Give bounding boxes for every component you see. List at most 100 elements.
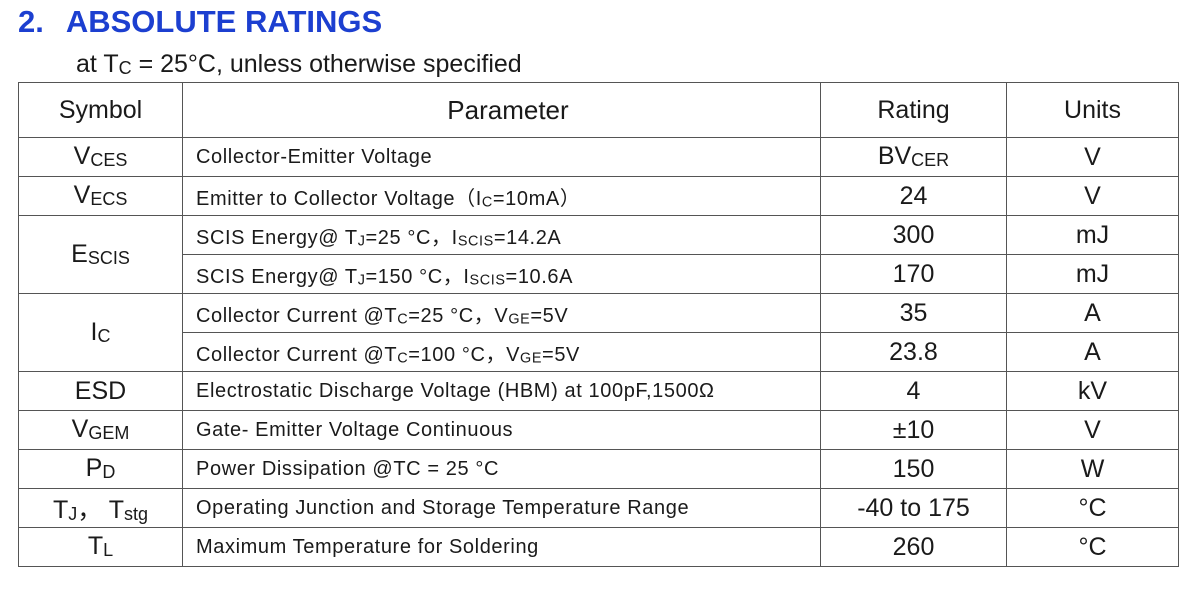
rating-cell: 150 (820, 449, 1007, 489)
text: E (71, 239, 88, 268)
rating-cell: 300 (820, 215, 1007, 255)
subscript: C (397, 311, 409, 328)
text: =10.6A (505, 265, 574, 288)
text: Collector-Emitter Voltage (196, 145, 433, 168)
text: 260 (892, 532, 935, 561)
title-text: ABSOLUTE RATINGS (65, 4, 383, 39)
subscript: GE (508, 311, 531, 328)
subscript: J (68, 504, 78, 525)
table-row: VCES Collector-Emitter Voltage BVCER V (18, 137, 1179, 177)
text: 150 (892, 454, 935, 483)
text: V (73, 181, 91, 210)
subscript: L (103, 540, 114, 561)
column-header: Symbol (18, 82, 183, 138)
parameter-cell: Collector Current @TC=100 °C，VGE=5V (182, 332, 821, 372)
table-row: VGEM Gate- Emitter Voltage Continuous ±10 V (18, 410, 1179, 450)
parameter-cell: SCIS Energy@ TJ=150 °C，ISCIS=10.6A (182, 254, 821, 294)
subscript: SCIS (457, 233, 494, 250)
subscript: C (97, 326, 111, 347)
subscript: GE (520, 350, 543, 367)
table-row: ESD Electrostatic Discharge Voltage (HBM)… (18, 371, 1179, 411)
subtitle: at TC = 25°C, unless otherwise specified (76, 50, 522, 79)
section-title: 2. ABSOLUTE RATINGS (18, 4, 382, 40)
subscript: C (397, 350, 409, 367)
text: =14.2A (493, 226, 562, 249)
text: =5V (542, 343, 580, 366)
ratings-table: Symbol Parameter Rating Units VCES Collector… (18, 82, 1179, 567)
rating-cell: 170 (820, 254, 1007, 294)
rating-cell: 24 (820, 176, 1007, 216)
units-cell: V (1006, 137, 1179, 177)
units-cell: V (1006, 410, 1179, 450)
rating-cell: -40 to 175 (820, 488, 1007, 528)
parameter-cell: Collector Current @TC=25 °C，VGE=5V (182, 293, 821, 333)
symbol-cell: TL (18, 527, 183, 567)
text: Collector Current @T (196, 304, 398, 327)
text: V (71, 415, 89, 444)
text: BV (877, 142, 912, 171)
symbol-cell: PD (18, 449, 183, 489)
section-number: 2. (18, 4, 44, 39)
column-header: Units (1006, 82, 1179, 138)
subscript: C (481, 194, 493, 211)
subscript: SCIS (469, 272, 506, 289)
rating-cell: 23.8 (820, 332, 1007, 372)
text: 35 (899, 298, 928, 327)
subscript: J (357, 233, 366, 250)
symbol-cell: TJ， Tstg (18, 488, 183, 528)
text: ±10 (892, 415, 935, 444)
parameter-cell: Power Dissipation @TC = 25 °C (182, 449, 821, 489)
text: =150 °C，I (365, 265, 470, 288)
units-cell: kV (1006, 371, 1179, 411)
table-row: IC Collector Current @TC=25 °C，VGE=5V 35 A (18, 293, 1179, 372)
text: 300 (892, 220, 935, 249)
subscript: SCIS (87, 248, 130, 269)
symbol-cell: ESCIS (18, 215, 183, 294)
subscript: stg (124, 504, 149, 525)
table-row: Collector Current @TC=100 °C，VGE=5V 23.8 A (19, 332, 1179, 372)
symbol-cell: VCES (18, 137, 183, 177)
table-body: VCES Collector-Emitter Voltage BVCER V VECS E… (18, 137, 1179, 567)
text: =25 °C，I (365, 226, 458, 249)
text: = 25°C, unless otherwise specified (131, 50, 522, 78)
symbol-cell: VGEM (18, 410, 183, 450)
rating-cell: 35 (820, 293, 1007, 333)
units-cell: A (1006, 293, 1179, 333)
text: =10mA） (492, 187, 581, 210)
parameter-cell: Electrostatic Discharge Voltage (HBM) at… (182, 371, 821, 411)
table-row: PD Power Dissipation @TC = 25 °C 150 W (18, 449, 1179, 489)
parameter-cell: SCIS Energy@ TJ=25 °C，ISCIS=14.2A (182, 215, 821, 255)
text: 4 (906, 376, 921, 405)
text: at T (76, 50, 119, 78)
text: ， T (77, 496, 125, 524)
text: =25 °C，V (408, 304, 509, 327)
units-cell: A (1006, 332, 1179, 372)
text: Maximum Temperature for Soldering (196, 535, 539, 558)
table-row: TL Maximum Temperature for Soldering 260 °C (18, 527, 1179, 567)
table-row: TJ， Tstg Operating Junction and Storage T… (18, 488, 1179, 528)
parameter-cell: Collector-Emitter Voltage (182, 137, 821, 177)
text: Collector Current @T (196, 343, 398, 366)
text: Operating Junction and Storage Temperatu… (196, 496, 690, 519)
units-cell: W (1006, 449, 1179, 489)
column-header: Rating (820, 82, 1007, 138)
text: Power Dissipation @TC = 25 °C (196, 457, 500, 480)
units-cell: °C (1006, 527, 1179, 567)
symbol-cell: ESD (18, 371, 183, 411)
units-cell: mJ (1006, 215, 1179, 255)
text: I (90, 317, 98, 346)
text: 23.8 (889, 337, 938, 366)
text: =5V (530, 304, 569, 327)
text: =100 °C，V (408, 343, 521, 366)
text: Electrostatic Discharge Voltage (HBM) at… (196, 379, 715, 402)
text: SCIS Energy@ T (196, 226, 358, 249)
parameter-cell: Maximum Temperature for Soldering (182, 527, 821, 567)
text: SCIS Energy@ T (196, 265, 358, 288)
text: T (87, 532, 104, 561)
rating-cell: BVCER (820, 137, 1007, 177)
subscript: GEM (88, 423, 130, 444)
rating-cell: ±10 (820, 410, 1007, 450)
units-cell: V (1006, 176, 1179, 216)
text: T (52, 496, 69, 524)
parameter-cell: Operating Junction and Storage Temperatu… (182, 488, 821, 528)
